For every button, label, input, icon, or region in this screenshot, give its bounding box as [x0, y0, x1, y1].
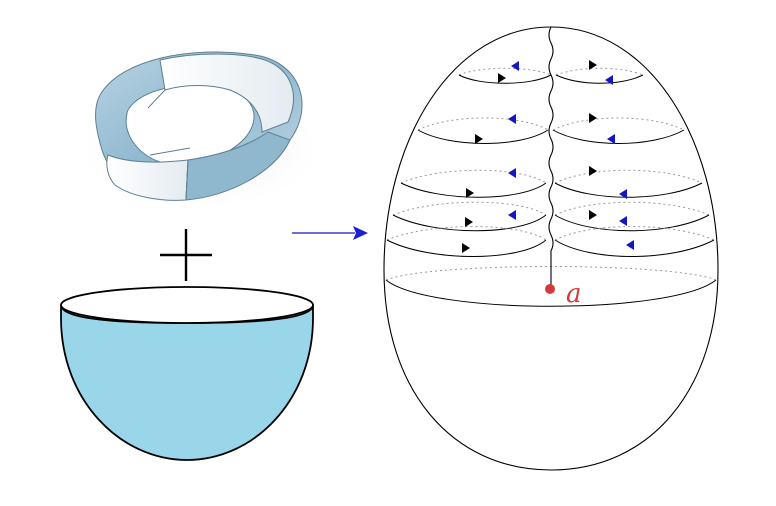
point-a-label: a [566, 279, 582, 309]
latitude-rings [386, 67, 715, 257]
point-a: a [545, 279, 582, 309]
blue-arrows [508, 61, 634, 250]
mobius-strip [72, 51, 328, 212]
egg-surface [383, 26, 719, 471]
black-arrows [462, 60, 597, 253]
hemisphere-bowl [60, 286, 314, 461]
wavy-seam [548, 26, 554, 285]
implies-arrow [292, 226, 368, 240]
plus-sign [160, 229, 212, 281]
